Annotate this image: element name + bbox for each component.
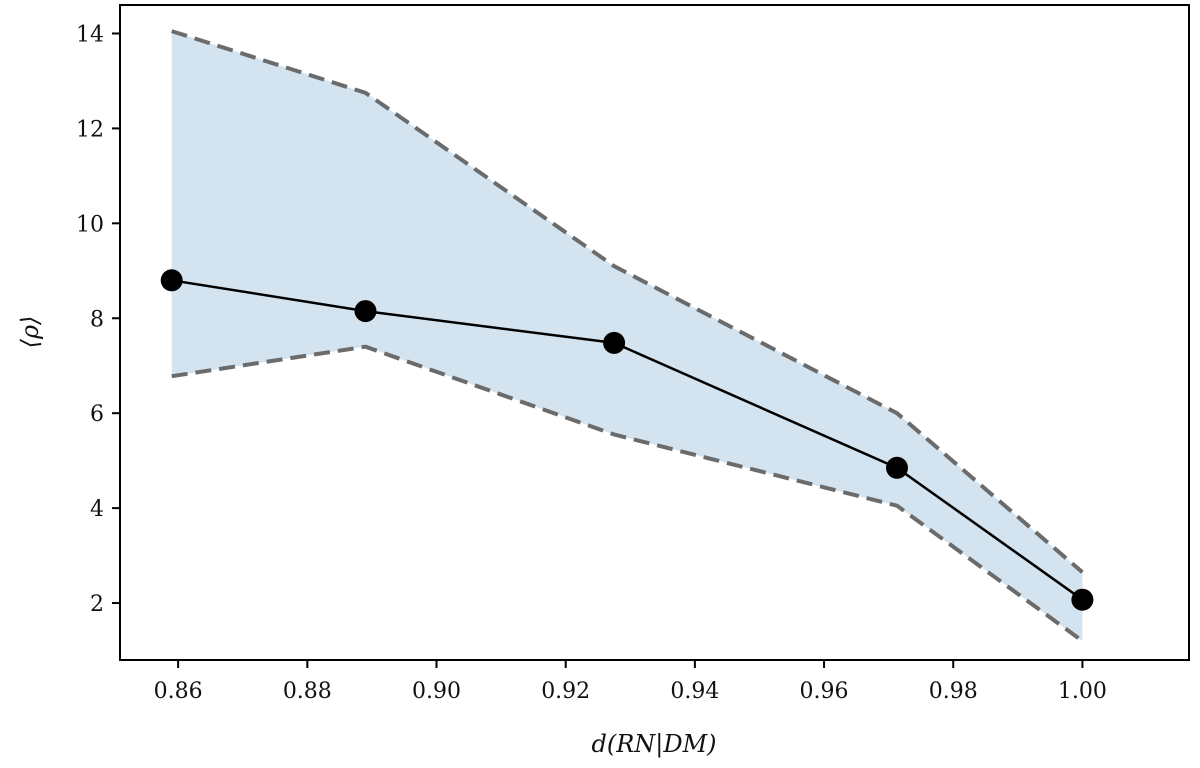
axes-frame: [119, 4, 1190, 661]
x-tick-label: 0.96: [800, 679, 849, 704]
y-tick-label: 12: [76, 117, 104, 142]
x-tick-label: 0.86: [154, 679, 203, 704]
lower-bound-line: [171, 344, 1084, 643]
y-tick-label: 8: [90, 307, 104, 332]
y-axis-label: ⟨ρ⟩: [16, 316, 44, 349]
x-axis-label: d(RN|DM): [591, 730, 716, 759]
x-tick-label: 1.00: [1058, 679, 1107, 704]
y-tick-label: 6: [90, 402, 104, 427]
data-point: [354, 300, 377, 323]
x-tick-label: 0.98: [929, 679, 978, 704]
data-point: [160, 269, 183, 292]
plot-area: [160, 29, 1094, 643]
range-band: [171, 31, 1083, 642]
x-axis: 0.86 0.88 0.90 0.92 0.94 0.96 0.98 1.00: [154, 660, 1107, 704]
x-tick-label: 0.94: [670, 679, 719, 704]
y-tick-label: 2: [90, 592, 104, 617]
x-tick-label: 0.88: [283, 679, 332, 704]
data-point: [603, 331, 626, 354]
y-tick-label: 4: [90, 497, 104, 522]
y-axis: 2 4 6 8 10 12 14: [76, 22, 120, 617]
x-tick-label: 0.92: [541, 679, 590, 704]
data-point: [886, 456, 908, 479]
x-tick-label: 0.90: [412, 679, 461, 704]
y-tick-label: 10: [76, 212, 104, 237]
y-tick-label: 14: [76, 22, 104, 47]
data-point: [1071, 588, 1094, 611]
upper-bound-line: [171, 29, 1084, 574]
